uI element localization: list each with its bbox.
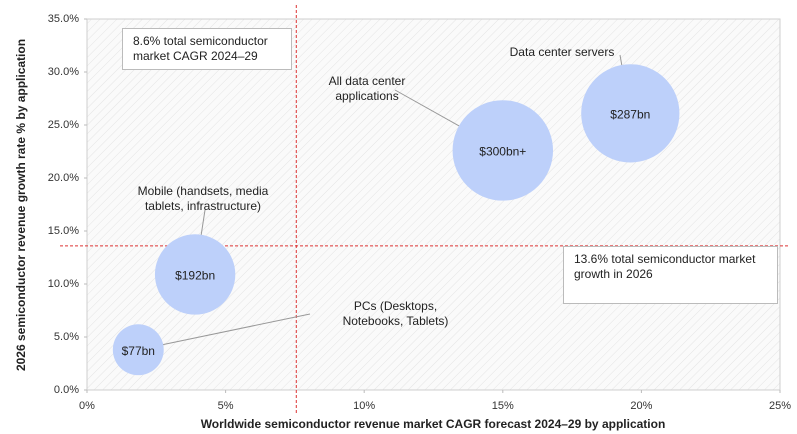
x-tick-label: 5%: [218, 400, 234, 412]
bubble: [452, 100, 554, 201]
y-axis-label: 2026 semiconductor revenue growth rate %…: [14, 39, 28, 371]
bubble-label: PCs (Desktops, Notebooks, Tablets): [342, 299, 449, 328]
y-tick-label: 15.0%: [48, 225, 79, 237]
y-tick-label: 10.0%: [48, 278, 79, 290]
y-tick-label: 30.0%: [48, 66, 79, 78]
x-tick-label: 20%: [630, 400, 652, 412]
y-tick-label: 0.0%: [54, 384, 79, 396]
bubble: [581, 64, 680, 163]
bubble-label: Data center servers: [509, 45, 615, 59]
bubble: [154, 234, 236, 315]
x-tick-label: 15%: [492, 400, 514, 412]
bubble: [112, 324, 164, 376]
y-tick-label: 35.0%: [48, 13, 79, 25]
bubble-value-label: $77bn: [122, 344, 155, 358]
x-tick-label: 25%: [769, 400, 791, 412]
y-tick-label: 25.0%: [48, 119, 79, 131]
bubble-label: All data center applications: [328, 74, 406, 103]
y-tick-label: 20.0%: [48, 172, 79, 184]
bubble-value-label: $287bn: [610, 108, 650, 122]
reference-label: 8.6% total semiconductor market CAGR 202…: [122, 28, 292, 70]
y-tick-label: 5.0%: [54, 331, 79, 343]
x-tick-label: 0%: [79, 400, 95, 412]
bubble-value-label: $300bn+: [479, 145, 526, 159]
x-tick-label: 10%: [353, 400, 375, 412]
bubble-value-label: $192bn: [175, 269, 215, 283]
reference-label: 13.6% total semiconductor market growth …: [563, 246, 778, 304]
x-axis-label: Worldwide semiconductor revenue market C…: [201, 417, 666, 431]
bubble-label: Mobile (handsets, media tablets, infrast…: [137, 184, 269, 213]
leader-line: [138, 313, 311, 351]
